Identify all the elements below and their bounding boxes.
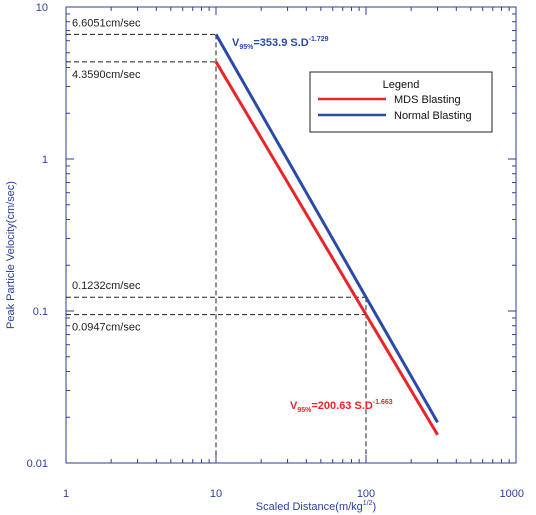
y-tick-label: 10	[36, 2, 48, 14]
x-tick-label: 100	[357, 488, 375, 500]
equation-label: V95%=353.9 S.D-1.729	[232, 36, 329, 51]
x-tick-label: 1000	[500, 488, 524, 500]
legend: Legend MDS Blasting Normal Blasting	[309, 71, 493, 133]
y-tick-label: 0.01	[27, 458, 48, 470]
reference-label: 6.6051cm/sec	[72, 17, 141, 29]
x-tick-label: 10	[210, 488, 222, 500]
plot-frame	[65, 6, 517, 464]
annotations: 6.6051cm/sec 4.3590cm/sec 0.1232cm/sec 0.09…	[72, 17, 393, 414]
x-tick-label: 1	[63, 488, 69, 500]
reference-label: 0.1232cm/sec	[72, 280, 141, 292]
x-axis-title: Scaled Distance(m/kg1/2)	[256, 500, 376, 513]
legend-box	[309, 71, 493, 133]
series-lines	[214, 33, 439, 436]
reference-lines	[66, 33, 367, 463]
legend-title: Legend	[383, 79, 420, 91]
y-axis-title: Peak Particle Velocity(cm/sec)	[5, 181, 17, 329]
equation-label: V95%=200.63 S.D-1.663	[290, 399, 393, 414]
plot-border	[65, 6, 517, 464]
axis-ticks	[65, 7, 516, 464]
axis-labels: 1 10 100 1000 0.01 0.1 1 10 Scaled Distance(m/kg…	[5, 2, 524, 513]
series-line	[214, 33, 439, 424]
y-tick-label: 1	[42, 154, 48, 166]
legend-entry: Normal Blasting	[394, 110, 472, 122]
legend-entry: MDS Blasting	[394, 94, 461, 106]
y-tick-label: 0.1	[33, 306, 48, 318]
reference-label: 0.0947cm/sec	[72, 322, 141, 334]
reference-label: 4.3590cm/sec	[72, 69, 141, 81]
series-line	[214, 61, 439, 436]
